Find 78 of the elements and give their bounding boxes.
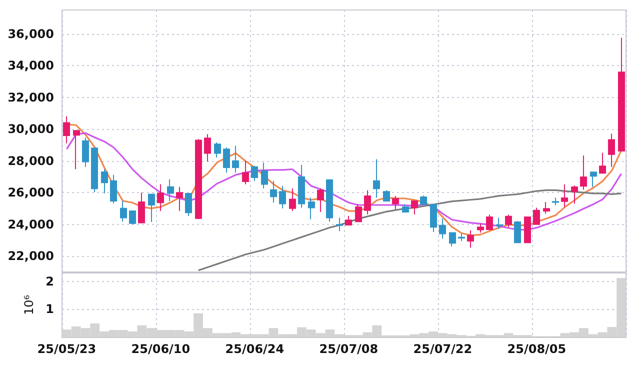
candlestick: [270, 180, 277, 204]
candlestick: [185, 193, 192, 216]
candlestick: [298, 164, 305, 208]
candlestick: [251, 165, 258, 182]
candlestick: [543, 201, 550, 214]
candlestick: [514, 220, 521, 244]
candlestick: [232, 145, 239, 174]
candlestick: [138, 192, 145, 224]
candlestick: [176, 186, 183, 212]
candlestick: [561, 184, 568, 208]
candlestick: [308, 197, 315, 220]
candlestick: [477, 223, 484, 234]
line-series: [198, 189, 622, 272]
candlestick: [373, 158, 380, 198]
candlestick: [91, 148, 98, 192]
x-tick-label: 25/06/24: [225, 342, 284, 356]
y-tick-label: 1: [46, 302, 54, 316]
candlestick: [326, 178, 333, 222]
candlestick: [486, 214, 493, 231]
candlestick: [336, 217, 343, 232]
candlestick: [157, 184, 164, 212]
y-tick-label: 22,000: [8, 249, 54, 264]
candlestick: [279, 185, 286, 209]
candlestick: [204, 134, 211, 162]
candlestick: [505, 214, 512, 228]
y-tick-label: 30,000: [8, 122, 54, 136]
candlestick: [439, 218, 446, 240]
candlestick: [449, 232, 456, 247]
candlestick: [411, 200, 418, 215]
candlestick: [63, 116, 70, 144]
y-tick-label: 36,000: [8, 26, 54, 41]
candlestick: [458, 233, 465, 242]
candlestick: [533, 207, 540, 225]
candlestick: [317, 188, 324, 212]
candlestick: [383, 190, 390, 202]
candlestick: [467, 230, 474, 248]
candlestick: [580, 154, 587, 190]
candlestick: [402, 204, 409, 212]
candlestick: [242, 160, 249, 185]
candlestick: [430, 204, 437, 232]
candlestick: [590, 172, 597, 188]
candlestick: [420, 194, 427, 206]
candlestick: [618, 37, 625, 152]
y-tick-label: 32,000: [8, 90, 54, 104]
y-tick-label: 26,000: [8, 186, 54, 200]
candlestick: [110, 174, 117, 204]
candlestick: [223, 147, 230, 174]
candlestick: [599, 152, 606, 174]
candlestick: [364, 190, 371, 215]
candlestick: [571, 184, 578, 204]
candlestick: [101, 168, 108, 194]
candlestick: [355, 204, 362, 222]
candlestick: [524, 216, 531, 244]
x-tick-label: 25/06/10: [131, 342, 190, 356]
candlestick: [345, 215, 352, 226]
candlestick: [608, 133, 615, 168]
candlestick: [552, 197, 559, 206]
candlestick: [129, 210, 136, 225]
candlestick: [120, 200, 127, 222]
candlestick: [289, 188, 296, 212]
candlestick: [195, 138, 202, 220]
x-tick-label: 25/08/05: [507, 342, 566, 356]
y-tick-label: 24,000: [8, 217, 54, 232]
y-axis-title: 10⁶: [22, 294, 36, 316]
x-tick-label: 25/07/22: [413, 342, 472, 356]
candlestick: [392, 195, 399, 210]
y-tick-label: 2: [46, 274, 54, 288]
candlestick: [167, 178, 174, 202]
candlestick: [496, 217, 503, 230]
candlestick: [148, 194, 155, 222]
x-tick-label: 25/05/23: [37, 342, 96, 356]
candlestick: [73, 130, 80, 170]
candlestick: [214, 142, 221, 158]
candlestick: [82, 137, 89, 168]
x-tick-label: 25/07/08: [319, 342, 378, 356]
y-tick-label: 28,000: [8, 154, 54, 168]
y-tick-label: 34,000: [8, 58, 54, 73]
candlestick: [261, 162, 268, 189]
